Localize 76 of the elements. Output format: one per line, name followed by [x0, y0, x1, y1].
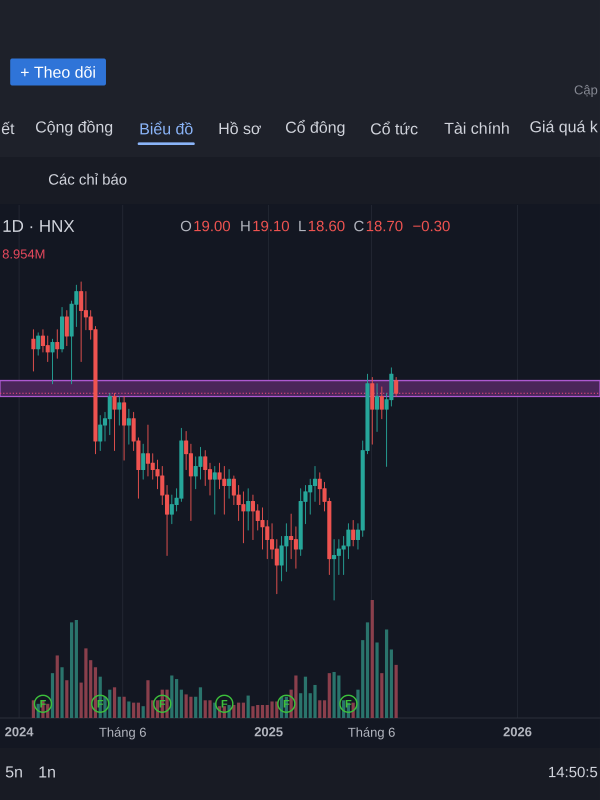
- bar: [142, 706, 145, 718]
- bar: [332, 672, 336, 718]
- candlestick: [64, 310, 69, 346]
- bar: [112, 687, 116, 718]
- candlestick: [112, 392, 117, 451]
- candlestick: [126, 408, 131, 445]
- bar: [132, 702, 136, 718]
- text: −0.30: [413, 220, 450, 232]
- text: Biểu đồ: [140, 121, 193, 135]
- bar: [122, 696, 126, 718]
- text: Cập: [574, 84, 598, 98]
- bar: [394, 664, 398, 718]
- bar: [50, 673, 54, 718]
- x-tick-label: 2025: [254, 727, 283, 736]
- x-tick-label: 2026: [504, 727, 532, 736]
- bar: [180, 690, 183, 718]
- text: Cổ đông: [286, 120, 344, 136]
- candlestick: [227, 469, 232, 499]
- candlestick: [351, 520, 356, 546]
- bar: [375, 642, 379, 718]
- text: Cổ tức: [371, 121, 418, 135]
- candlestick: [370, 376, 374, 445]
- text: 18.70: [366, 220, 402, 232]
- bar: [56, 655, 59, 718]
- text: 1n: [39, 766, 55, 778]
- text: Các chỉ báo: [48, 173, 126, 185]
- text: 8.954M: [2, 249, 44, 259]
- text: 19.10: [253, 220, 290, 232]
- text: Giá quá k: [530, 120, 598, 136]
- text: ết: [2, 122, 14, 134]
- bar: [74, 620, 78, 718]
- text: Hồ sơ: [220, 122, 261, 134]
- bar: [390, 650, 393, 718]
- candlestick: [122, 396, 126, 461]
- annotation: F: [346, 700, 352, 708]
- candlestick: [60, 306, 64, 352]
- bar: [189, 696, 193, 718]
- candlestick: [394, 376, 398, 397]
- chart-title: 1D · HNX: [3, 220, 74, 232]
- candlestick: [117, 396, 122, 426]
- bar: [136, 702, 140, 718]
- text: 14:50:5: [549, 766, 598, 778]
- bar: [118, 696, 121, 718]
- x-tick-label: Tháng 6: [99, 727, 146, 740]
- candlestick: [50, 338, 55, 384]
- bar: [370, 600, 374, 718]
- bar: [246, 696, 250, 718]
- candlestick: [36, 332, 40, 356]
- bar: [127, 701, 130, 718]
- text: Tài chính: [444, 122, 509, 134]
- text: Cộng đồng: [36, 120, 112, 136]
- bar: [65, 680, 68, 718]
- text: 19.00: [194, 220, 230, 232]
- bar: [384, 629, 388, 718]
- text: 18.60: [308, 220, 345, 232]
- text: O: [180, 220, 192, 232]
- candlestick: [31, 329, 36, 372]
- text: + Theo dõi: [20, 66, 95, 78]
- x-tick-label: 2024: [5, 727, 34, 736]
- text: L: [299, 220, 306, 232]
- text: 5n: [6, 766, 22, 778]
- bar: [60, 667, 64, 718]
- candlestick: [141, 444, 146, 480]
- bar: [70, 622, 74, 718]
- bar: [242, 702, 246, 718]
- candlestick: [380, 386, 384, 420]
- annotation: F: [222, 700, 228, 708]
- candlestick: [374, 383, 380, 432]
- text: C: [354, 220, 364, 232]
- bar: [80, 682, 83, 718]
- bar: [380, 673, 384, 718]
- bar: [184, 694, 188, 718]
- x-tick-label: Tháng 6: [348, 727, 395, 740]
- annotation: F: [40, 700, 46, 708]
- candlestick: [246, 488, 250, 530]
- text: H: [241, 220, 250, 232]
